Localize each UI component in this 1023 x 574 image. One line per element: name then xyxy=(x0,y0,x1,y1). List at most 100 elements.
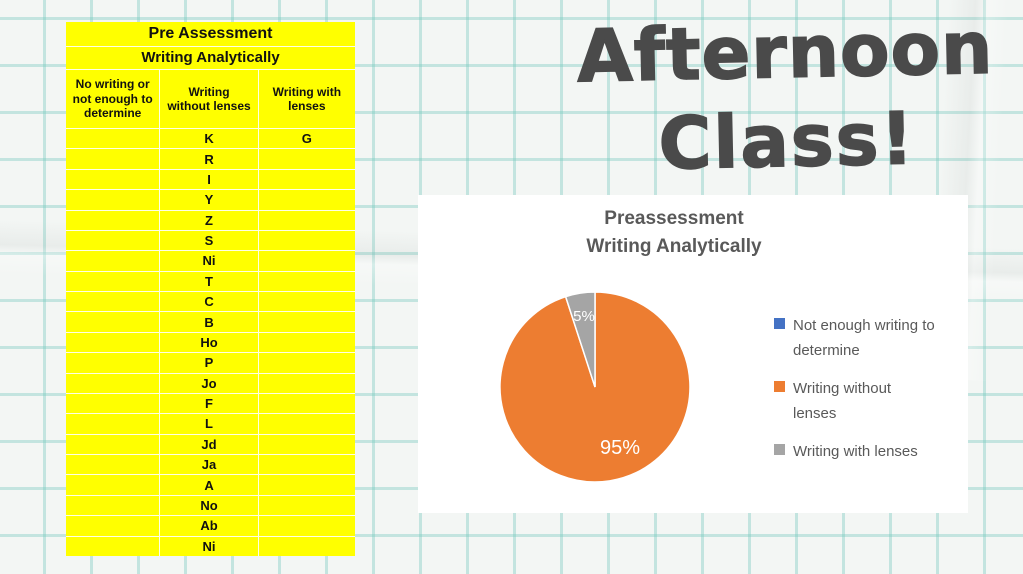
table-row: Jd xyxy=(66,433,355,454)
chart-legend: Not enough writing to determine Writing w… xyxy=(774,313,980,477)
table-cell xyxy=(66,394,159,413)
table-cell xyxy=(257,251,355,271)
legend-swatch-icon xyxy=(774,318,785,329)
table-cell xyxy=(66,211,159,230)
table-cell xyxy=(257,312,355,332)
table-cell: B xyxy=(159,312,257,332)
table-cell: Jd xyxy=(159,434,257,454)
table-row: A xyxy=(66,474,355,495)
table-row: S xyxy=(66,229,355,251)
legend-label: Not enough writing to determine xyxy=(793,317,935,359)
table-cell xyxy=(257,149,355,169)
table-cell: P xyxy=(159,353,257,373)
legend-item: Writing with lenses xyxy=(774,439,980,464)
table-cell xyxy=(66,272,159,291)
table-cell xyxy=(66,129,159,148)
table-cell xyxy=(257,495,355,516)
table-row: Y xyxy=(66,189,355,210)
table-cell xyxy=(66,537,159,556)
table-cell xyxy=(257,455,355,475)
table-cell xyxy=(66,149,159,168)
table-cell xyxy=(257,393,355,414)
table-cell xyxy=(257,373,355,393)
table-cell xyxy=(66,170,159,189)
handwritten-note: Afternoon Class! xyxy=(550,1,1022,189)
legend-item: Writing without lenses xyxy=(774,376,980,426)
table-cell xyxy=(66,414,159,433)
legend-item: Not enough writing to determine xyxy=(774,313,980,363)
table-row: L xyxy=(66,413,355,434)
chart-title-line2: Writing Analytically xyxy=(586,236,762,257)
table-cell: L xyxy=(159,414,257,434)
table-cell: I xyxy=(159,169,257,190)
table-cell xyxy=(257,536,355,556)
table-cell xyxy=(257,414,355,434)
table-cell: Ja xyxy=(159,455,257,475)
table-cell xyxy=(257,353,355,373)
table-row: P xyxy=(66,352,355,373)
table-cell: Z xyxy=(159,210,257,230)
table-row: C xyxy=(66,291,355,312)
table-cell xyxy=(257,434,355,454)
pie-slice-2 xyxy=(564,291,596,388)
table-cell: T xyxy=(159,271,257,291)
column-header-no-writing: No writing or not enough to determine xyxy=(72,77,153,121)
pie-data-label-with-lenses: 5% xyxy=(573,308,595,325)
table-cell xyxy=(257,210,355,230)
table-cell: Ni xyxy=(159,251,257,271)
table-cell xyxy=(66,251,159,270)
legend-swatch-icon xyxy=(774,444,785,455)
table-row: F xyxy=(66,392,355,414)
table-header-row: No writing or not enough to determine Wr… xyxy=(66,69,355,128)
table-cell xyxy=(66,353,159,372)
table-cell xyxy=(257,230,355,251)
table-cell: C xyxy=(159,292,257,312)
legend-swatch-icon xyxy=(774,381,785,392)
table-row: No xyxy=(66,494,355,516)
table-cell: Ab xyxy=(159,516,257,536)
table-cell xyxy=(257,190,355,210)
table-title: Pre Assessment xyxy=(148,25,273,42)
table-row: Jo xyxy=(66,372,355,393)
pre-assessment-table: Pre Assessment Writing Analytically No w… xyxy=(66,22,355,556)
table-subtitle: Writing Analytically xyxy=(66,46,355,69)
table-row: I xyxy=(66,168,355,190)
table-cell xyxy=(66,292,159,311)
table-cell xyxy=(66,455,159,474)
table-row: Ni xyxy=(66,250,355,271)
legend-label: Writing without lenses xyxy=(793,380,892,422)
chart-title-line1: Preassessment xyxy=(604,208,744,229)
table-cell xyxy=(66,496,159,515)
table-row: Z xyxy=(66,209,355,230)
handwriting-line1: Afternoon xyxy=(575,5,995,99)
table-cell xyxy=(257,475,355,495)
column-header-without-lenses: Writing without lenses xyxy=(159,70,257,128)
table-cell xyxy=(66,333,159,352)
table-row: Ni xyxy=(66,535,355,556)
pie-chart-panel: Preassessment Writing Analytically 5% 95… xyxy=(418,195,968,513)
table-cell xyxy=(66,231,159,250)
table-cell xyxy=(66,435,159,454)
table-cell: Ho xyxy=(159,332,257,353)
table-cell: A xyxy=(159,475,257,495)
table-body: K G R I Y Z S Ni T C B Ho P Jo F L Jd Ja A No Ab Ni xyxy=(66,128,355,556)
table-cell xyxy=(257,332,355,353)
table-cell xyxy=(257,516,355,536)
table-cell xyxy=(66,516,159,535)
pie-chart: 5% 95% xyxy=(499,291,691,483)
table-cell: F xyxy=(159,393,257,414)
pie-data-label-without-lenses: 95% xyxy=(600,437,640,459)
table-cell xyxy=(66,312,159,331)
table-cell: Y xyxy=(159,190,257,210)
table-cell: Jo xyxy=(159,373,257,393)
table-cell: R xyxy=(159,149,257,169)
table-cell: K xyxy=(159,129,257,149)
pie-slices xyxy=(499,291,691,483)
table-cell xyxy=(66,475,159,494)
table-row: B xyxy=(66,311,355,332)
table-cell xyxy=(257,169,355,190)
handwriting-line2: Class! xyxy=(657,96,917,187)
table-cell xyxy=(257,292,355,312)
